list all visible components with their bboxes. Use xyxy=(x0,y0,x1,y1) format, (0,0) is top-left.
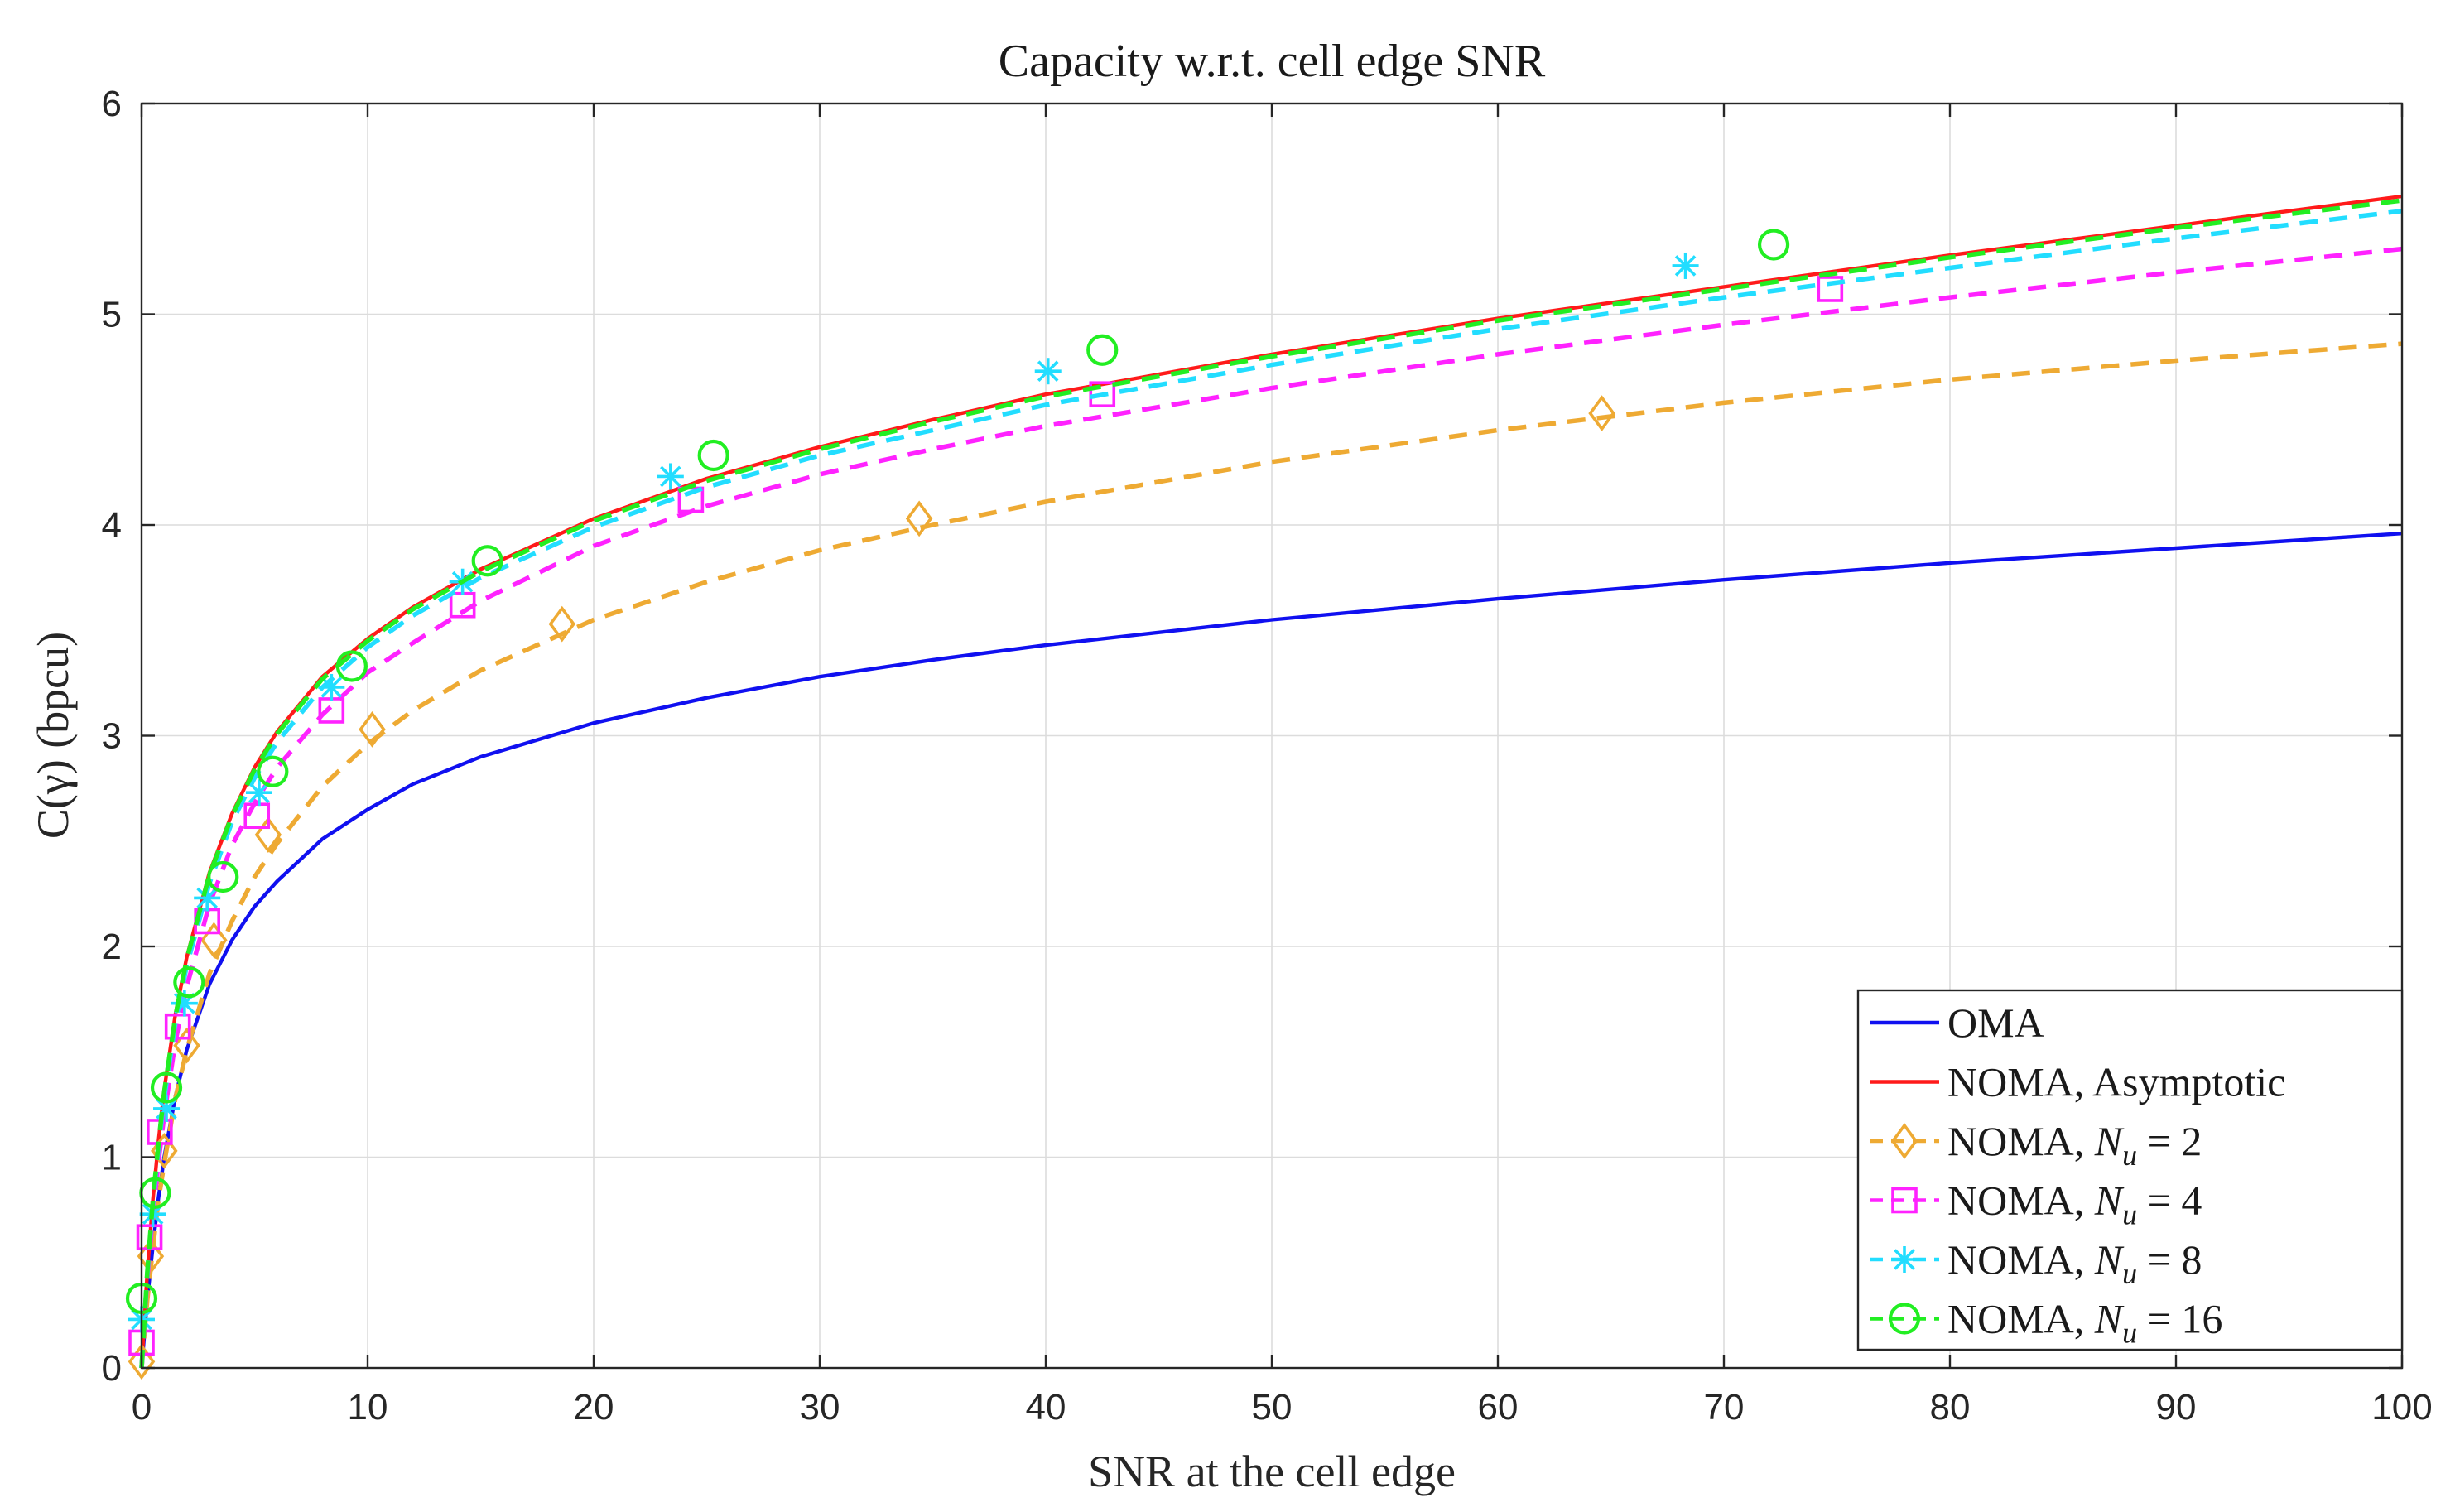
x-tick-label: 60 xyxy=(1478,1387,1519,1428)
axis-ticks: 0 10 20 30 40 50 60 70 80 90 100 0 1 2 3 4 5 6 xyxy=(102,84,2433,1428)
data-point-marker xyxy=(200,922,228,959)
series-2 xyxy=(128,341,2403,1380)
y-tick-label: 0 xyxy=(102,1348,122,1389)
x-tick-label: 20 xyxy=(574,1387,614,1428)
y-tick-label: 2 xyxy=(102,927,122,967)
data-point-marker xyxy=(128,1343,156,1380)
legend-marker xyxy=(1891,1246,1918,1273)
legend-entry: NOMA, Nu = 4 xyxy=(1870,1177,2202,1231)
legend-label: NOMA, Nu = 2 xyxy=(1947,1118,2202,1172)
legend-label: NOMA, Nu = 8 xyxy=(1947,1236,2202,1290)
x-tick-label: 50 xyxy=(1252,1387,1293,1428)
legend-entry: NOMA, Nu = 2 xyxy=(1870,1118,2202,1172)
data-point-marker xyxy=(1588,395,1615,432)
series-line xyxy=(139,341,2403,1369)
legend-marker xyxy=(1888,1303,1921,1335)
data-point-marker xyxy=(1672,252,1699,279)
legend-marker xyxy=(1891,1187,1918,1214)
x-axis-label: SNR at the cell edge xyxy=(1088,1447,1456,1496)
x-tick-label: 90 xyxy=(2156,1387,2197,1428)
y-tick-label: 1 xyxy=(102,1138,122,1178)
series-line xyxy=(139,198,2403,1369)
legend-entry: NOMA, Asymptotic xyxy=(1870,1059,2285,1105)
y-tick-label: 3 xyxy=(102,716,122,757)
data-point-marker xyxy=(1034,358,1062,385)
data-point-marker xyxy=(257,755,289,787)
data-point-marker xyxy=(245,779,272,807)
data-point-marker xyxy=(243,802,271,830)
legend-entry: NOMA, Nu = 8 xyxy=(1870,1236,2202,1290)
data-point-marker xyxy=(318,697,345,724)
data-point-marker xyxy=(254,816,282,854)
chart-title: Capacity w.r.t. cell edge SNR xyxy=(999,36,1546,87)
x-tick-label: 70 xyxy=(1704,1387,1745,1428)
data-point-marker xyxy=(318,673,345,701)
y-tick-label: 5 xyxy=(102,295,122,335)
data-point-marker xyxy=(173,966,205,999)
x-tick-label: 30 xyxy=(800,1387,840,1428)
x-tick-label: 100 xyxy=(2371,1387,2432,1428)
x-tick-label: 10 xyxy=(348,1387,388,1428)
legend-label: NOMA, Asymptotic xyxy=(1947,1059,2285,1105)
data-point-marker xyxy=(905,500,933,537)
data-point-marker xyxy=(697,439,729,472)
data-point-marker xyxy=(1817,276,1844,302)
legend-entry: OMA xyxy=(1870,999,2044,1046)
x-tick-label: 0 xyxy=(132,1387,152,1428)
y-tick-label: 6 xyxy=(102,84,122,124)
data-point-marker xyxy=(164,1013,191,1040)
legend-label: NOMA, Nu = 16 xyxy=(1947,1296,2222,1350)
data-point-marker xyxy=(335,650,368,682)
series-layer xyxy=(125,194,2403,1380)
data-point-marker xyxy=(359,710,386,748)
legend-box xyxy=(1856,989,2404,1351)
data-point-marker xyxy=(173,1027,200,1064)
y-axis-label: C(γ) (bpcu) xyxy=(28,632,78,839)
legend-marker xyxy=(1890,1123,1918,1159)
series-line xyxy=(139,246,2403,1369)
y-tick-label: 4 xyxy=(102,505,122,546)
data-point-marker xyxy=(1086,334,1119,366)
x-tick-label: 40 xyxy=(1026,1387,1066,1428)
data-point-marker xyxy=(1757,229,1790,261)
data-point-marker xyxy=(207,860,239,893)
data-point-marker xyxy=(548,605,576,643)
data-point-marker xyxy=(153,1095,181,1122)
data-point-marker xyxy=(471,545,503,577)
x-tick-label: 80 xyxy=(1930,1387,1971,1428)
data-point-marker xyxy=(1089,381,1116,408)
data-point-marker xyxy=(150,1071,183,1104)
legend-entry: NOMA, Nu = 16 xyxy=(1870,1296,2222,1350)
legend-label: NOMA, Nu = 4 xyxy=(1947,1177,2202,1231)
legend-label: OMA xyxy=(1947,999,2044,1046)
data-point-marker xyxy=(137,1238,165,1275)
data-point-marker xyxy=(657,463,684,490)
